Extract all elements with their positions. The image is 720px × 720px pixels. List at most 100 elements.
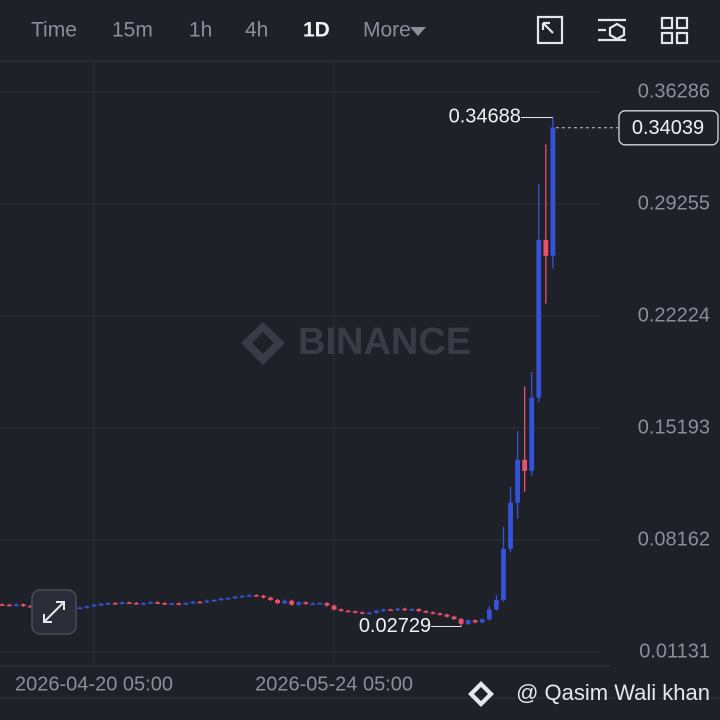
candle-body [515, 459, 520, 503]
candle-body [218, 598, 224, 601]
low-label: 0.02729 [359, 615, 431, 637]
candle-body [472, 620, 478, 623]
candle-body [98, 603, 104, 606]
candle-body [91, 604, 97, 607]
candle-body [451, 616, 457, 620]
candle-body [6, 604, 12, 607]
watermark-logo [241, 322, 285, 365]
candle-body [536, 239, 542, 398]
candle-body [275, 599, 280, 604]
candle-body [77, 607, 83, 610]
candle-body [317, 603, 323, 605]
icon-cell [660, 16, 674, 30]
candle-body [324, 603, 330, 606]
grid: 0.01131 0.08162 0.15193 0.22224 0.29255 0.362… [0, 62, 710, 695]
y-tick-label: 0.01131 [639, 640, 710, 662]
high-label: 0.34688 [449, 106, 521, 128]
x-tick-label: 2026-04-20 05:00 [15, 673, 173, 695]
icon-lines [598, 18, 626, 42]
icon-layout[interactable] [660, 16, 689, 45]
candle-body [416, 609, 422, 612]
candle-body [486, 609, 492, 620]
candle-body [494, 599, 499, 610]
candle-body [112, 603, 118, 605]
candle-body [381, 609, 386, 611]
candle-body [197, 601, 203, 604]
toolbar-item[interactable]: 4h [245, 19, 268, 42]
candle-body [190, 601, 196, 604]
icon-fullscreen[interactable] [536, 15, 564, 45]
watermark: BINANCE [241, 321, 471, 365]
labels: 0.34688 0.02729 0.34039 [359, 106, 719, 637]
candle-body [423, 611, 429, 613]
candle-body [239, 595, 245, 598]
candle-body [225, 598, 231, 600]
icon-cell [660, 31, 674, 45]
candle-body [388, 609, 393, 611]
candle-body [253, 595, 259, 597]
candle-body [508, 502, 513, 549]
candle-body [141, 603, 146, 605]
candle-body [289, 600, 295, 605]
candle-body [359, 612, 365, 614]
icon-cell [675, 31, 689, 45]
toolbar-item[interactable]: 1D [303, 19, 330, 42]
candle-body [126, 602, 132, 604]
icon-frame [536, 15, 564, 45]
x-tick-label: 2026-05-24 05:00 [255, 673, 413, 695]
expand-button[interactable] [31, 589, 77, 635]
toolbar-item[interactable]: 1h [189, 19, 212, 42]
candle-body [28, 605, 33, 608]
candle-body [331, 605, 337, 610]
candle-body [84, 606, 90, 608]
candle-body [352, 611, 358, 613]
candle-body [155, 602, 160, 604]
candle-body [246, 595, 252, 597]
candle-body [169, 603, 175, 605]
credit-logo [468, 681, 494, 707]
candle-body [529, 397, 535, 471]
candle-body [310, 603, 316, 605]
candle-body [162, 603, 167, 605]
candle-body [105, 603, 111, 605]
candle-body [261, 595, 266, 598]
toolbar-item[interactable]: More [363, 19, 411, 42]
candle-body [458, 619, 464, 624]
candle-body [296, 602, 302, 605]
candle-body [374, 610, 379, 613]
y-tick-label: 0.15193 [638, 416, 710, 438]
candle-body [479, 619, 485, 623]
candle-body [522, 459, 528, 471]
toolbar: Time 15m 1h 4h 1D More [31, 19, 411, 42]
toolbar-item[interactable]: Time [31, 19, 77, 42]
y-tick-label: 0.36286 [638, 80, 710, 102]
candle-body [395, 608, 400, 611]
candle-body [183, 603, 189, 605]
y-tick-label: 0.22224 [638, 304, 710, 326]
candle-body [0, 604, 5, 606]
candle-body [409, 609, 415, 611]
candle-body [402, 608, 408, 611]
candle-body [21, 604, 26, 606]
last-price-label: 0.34039 [632, 117, 704, 139]
icon-arrow [541, 21, 554, 34]
icon-hex [608, 22, 626, 41]
candle-body [232, 596, 238, 599]
candle-body [282, 600, 288, 604]
candle-body [303, 602, 309, 604]
candle-body [550, 127, 556, 256]
candle-body [501, 548, 506, 600]
icon-cell [675, 16, 689, 30]
candle-body [133, 602, 139, 605]
candle-body [338, 609, 344, 611]
icon-settings[interactable] [598, 18, 626, 42]
credit: @ Qasim Wali khan [516, 680, 710, 705]
candle-body [268, 597, 273, 600]
more-caret [410, 27, 426, 36]
toolbar-item[interactable]: 15m [112, 19, 153, 42]
last-price-box [618, 110, 719, 146]
candle-body [204, 600, 210, 603]
y-tick-label: 0.08162 [638, 528, 710, 550]
